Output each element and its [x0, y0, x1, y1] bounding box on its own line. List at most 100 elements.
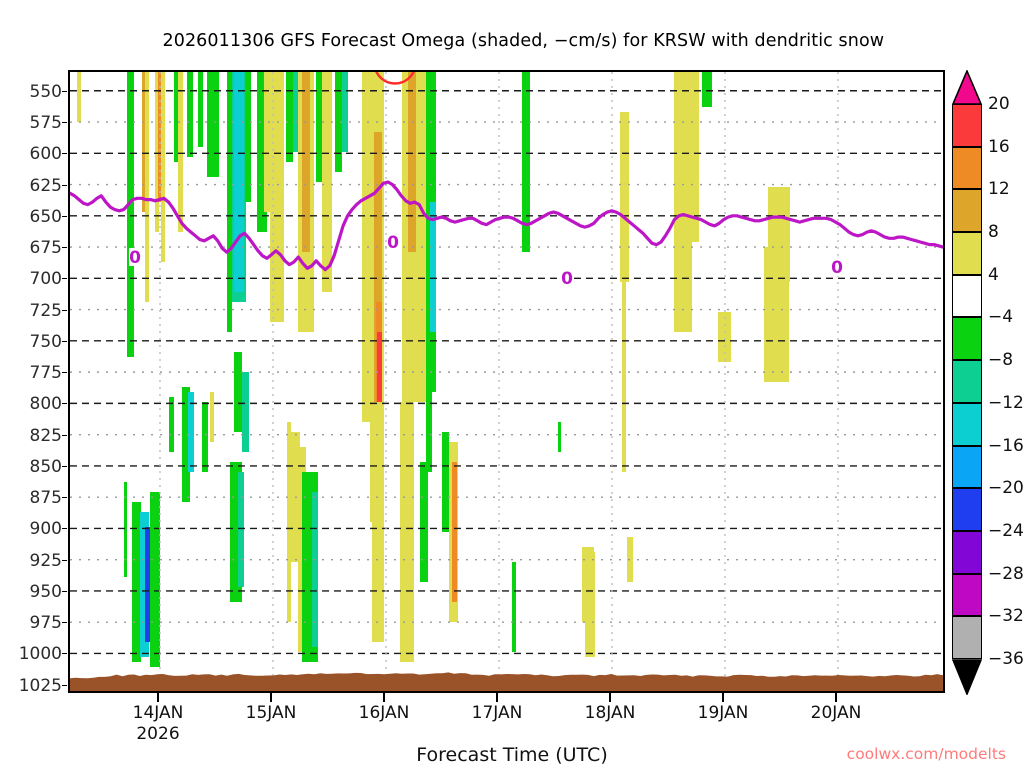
x-axis-tick-mark — [722, 693, 724, 702]
omega-band — [512, 562, 516, 652]
colorbar-tick-label: −8 — [988, 350, 1014, 371]
y-axis-tick-label: 875 — [29, 488, 62, 509]
colorbar-bottom-arrow — [952, 659, 982, 695]
omega-band — [293, 72, 298, 152]
colorbar-tick-label: 8 — [988, 222, 999, 243]
y-axis-tick-mark — [62, 528, 67, 530]
y-axis-tick-label: 950 — [29, 581, 62, 602]
x-axis-tick-label: 15JAN — [245, 703, 297, 723]
omega-band — [622, 117, 626, 472]
omega-band — [452, 462, 457, 602]
y-axis-tick-mark — [62, 215, 67, 217]
colorbar-segment — [952, 189, 982, 233]
omega-band — [207, 72, 219, 177]
x-axis-tick-label: 19JAN — [697, 703, 749, 723]
colorbar-segment — [952, 360, 982, 403]
y-axis-tick-mark — [62, 122, 67, 124]
colorbar-segment — [952, 232, 982, 275]
x-axis-tick-mark — [609, 693, 611, 702]
x-axis-title: Forecast Time (UTC) — [416, 744, 608, 766]
omega-band — [372, 482, 384, 642]
y-axis-tick-label: 675 — [29, 238, 62, 259]
colorbar-segment — [952, 445, 982, 489]
y-axis-tick-mark — [62, 247, 67, 249]
colorbar-segment — [952, 146, 982, 190]
omega-band — [270, 72, 284, 322]
y-axis-tick-label: 900 — [29, 519, 62, 540]
omega-band — [182, 387, 190, 502]
omega-band — [132, 502, 141, 662]
y-axis-tick-mark — [62, 278, 67, 280]
y-axis-tick-label: 975 — [29, 613, 62, 634]
omega-band — [202, 402, 208, 472]
x-axis: 14JAN 15JAN 16JAN 17JAN 18JAN 19JAN 20JAN 2026 — [0, 693, 1024, 753]
colorbar-segment — [952, 104, 982, 147]
colorbar-segment — [952, 402, 982, 446]
colorbar-segment — [952, 317, 982, 361]
x-axis-tick-label: 20JAN — [810, 703, 862, 723]
omega-band — [322, 72, 332, 292]
x-axis-tick-mark — [835, 693, 837, 702]
label-knockout — [387, 233, 399, 251]
x-axis-year-label: 2026 — [136, 724, 180, 744]
omega-band — [702, 72, 712, 107]
omega-band — [335, 72, 342, 172]
omega-band — [374, 132, 382, 442]
y-axis-tick-label: 800 — [29, 394, 62, 415]
omega-band — [674, 172, 692, 332]
omega-band — [127, 72, 134, 357]
y-axis-tick-mark — [62, 684, 67, 686]
y-axis-tick-mark — [62, 309, 67, 311]
freezing-level-zero-label: 0 — [129, 248, 141, 268]
omega-band — [234, 72, 244, 292]
omega-band — [188, 392, 194, 472]
plot-area[interactable]: 0 0 0 0 — [68, 70, 945, 693]
omega-band — [558, 422, 561, 452]
omega-band — [242, 372, 249, 452]
y-axis-tick-mark — [62, 372, 67, 374]
colorbar-segment — [952, 488, 982, 531]
omega-band — [768, 257, 785, 272]
y-axis-tick-mark — [62, 340, 67, 342]
colorbar-arrow-shape — [952, 70, 982, 105]
y-axis-tick-mark — [62, 559, 67, 561]
y-axis-tick-mark — [62, 465, 67, 467]
omega-band — [312, 492, 318, 647]
colorbar-arrow-shape — [952, 659, 982, 695]
y-axis-tick-label: 925 — [29, 550, 62, 571]
x-axis-tick-label: 17JAN — [471, 703, 523, 723]
omega-band — [161, 72, 165, 262]
x-axis-tick-mark — [496, 693, 498, 702]
x-axis-tick-label: 18JAN — [584, 703, 636, 723]
y-axis-tick-label: 825 — [29, 425, 62, 446]
omega-band — [155, 72, 159, 232]
grid — [70, 72, 943, 691]
y-axis-tick-label: 1000 — [18, 644, 62, 665]
y-axis-tick-label: 625 — [29, 175, 62, 196]
omega-band — [718, 312, 731, 362]
omega-band — [442, 432, 449, 532]
omega-band — [342, 72, 348, 152]
dendritic-contour-line — [375, 72, 415, 85]
y-axis-tick-mark — [62, 622, 67, 624]
colorbar-segment — [952, 573, 982, 617]
colorbar-tick-label: −32 — [988, 606, 1024, 627]
y-axis-tick-mark — [62, 90, 67, 92]
omega-band — [140, 512, 149, 657]
omega-band — [257, 72, 267, 232]
label-knockout — [129, 248, 141, 266]
omega-band — [210, 392, 214, 442]
colorbar-tick-label: 4 — [988, 264, 999, 285]
omega-band — [302, 72, 310, 252]
omega-band — [198, 72, 203, 147]
y-axis-tick-label: 550 — [29, 81, 62, 102]
freezing-level-labels: 0 0 0 0 — [129, 233, 843, 289]
freezing-level-line — [70, 180, 943, 272]
y-axis-tick-label: 725 — [29, 300, 62, 321]
omega-band — [430, 202, 436, 332]
x-axis-tick-mark — [270, 693, 272, 702]
freezing-level-zero-label: 0 — [831, 258, 843, 278]
omega-band — [426, 392, 432, 472]
y-axis-tick-mark — [62, 497, 67, 499]
y-axis-tick-label: 650 — [29, 206, 62, 227]
